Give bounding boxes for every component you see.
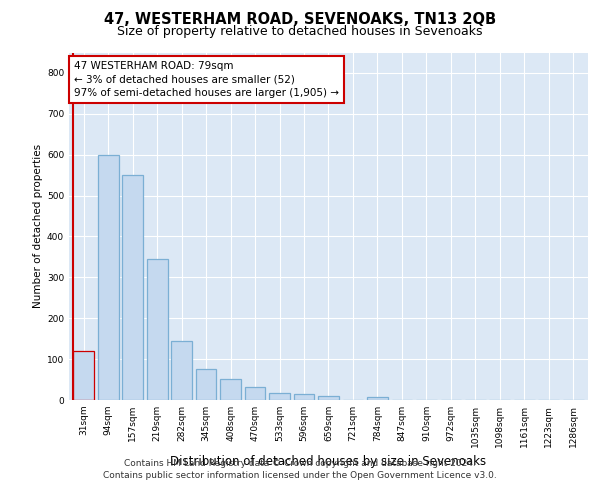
Bar — [147, 259, 167, 400]
Bar — [171, 340, 192, 400]
Bar — [293, 394, 314, 400]
Bar — [318, 396, 339, 400]
Bar — [245, 386, 265, 400]
Y-axis label: Number of detached properties: Number of detached properties — [33, 144, 43, 308]
Bar — [196, 370, 217, 400]
Text: Size of property relative to detached houses in Sevenoaks: Size of property relative to detached ho… — [117, 25, 483, 38]
Text: 47 WESTERHAM ROAD: 79sqm
← 3% of detached houses are smaller (52)
97% of semi-de: 47 WESTERHAM ROAD: 79sqm ← 3% of detache… — [74, 61, 339, 98]
Bar — [122, 175, 143, 400]
Bar — [73, 351, 94, 400]
X-axis label: Distribution of detached houses by size in Sevenoaks: Distribution of detached houses by size … — [170, 456, 487, 468]
Text: 47, WESTERHAM ROAD, SEVENOAKS, TN13 2QB: 47, WESTERHAM ROAD, SEVENOAKS, TN13 2QB — [104, 12, 496, 28]
Bar — [220, 378, 241, 400]
Bar — [269, 394, 290, 400]
Text: Contains HM Land Registry data © Crown copyright and database right 2024.: Contains HM Land Registry data © Crown c… — [124, 458, 476, 468]
Bar — [98, 154, 119, 400]
Text: Contains public sector information licensed under the Open Government Licence v3: Contains public sector information licen… — [103, 471, 497, 480]
Bar — [367, 396, 388, 400]
